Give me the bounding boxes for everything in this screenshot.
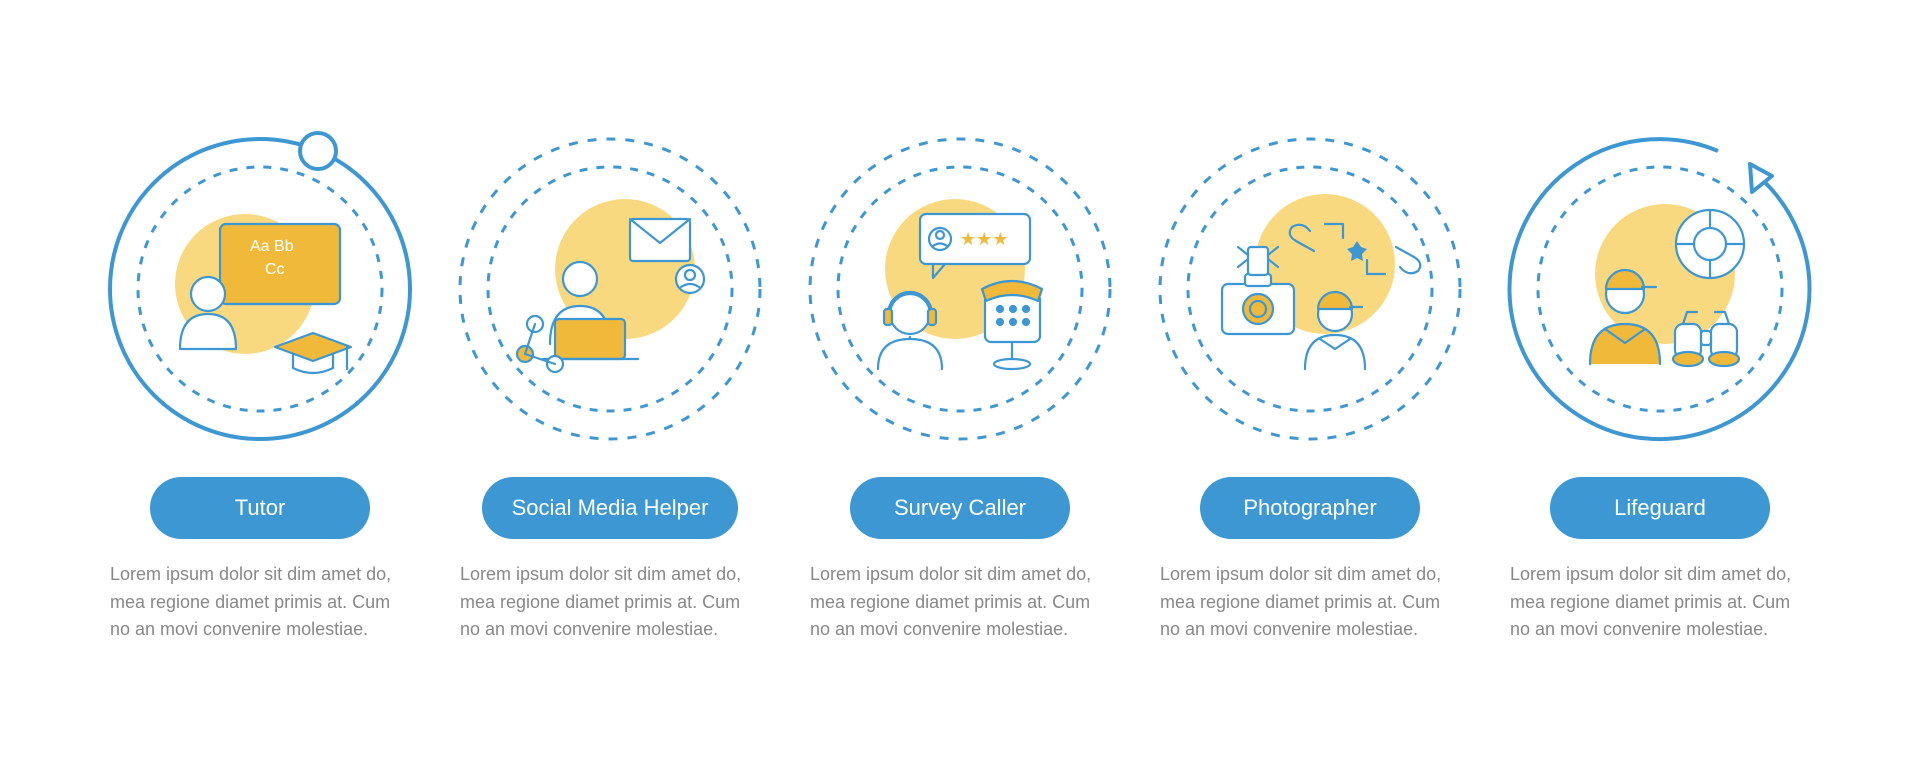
desc-social: Lorem ipsum dolor sit dim amet do, mea r… [460,561,760,645]
svg-text:★★★: ★★★ [960,229,1008,249]
item-survey: ★★★ Survey Caller [800,129,1120,645]
desc-lifeguard: Lorem ipsum dolor sit dim amet do, mea r… [1510,561,1810,645]
desc-survey: Lorem ipsum dolor sit dim amet do, mea r… [810,561,1110,645]
circle-lifeguard [1500,129,1820,449]
desc-photographer: Lorem ipsum dolor sit dim amet do, mea r… [1160,561,1460,645]
label-pill-survey: Survey Caller [850,477,1070,539]
svg-text:Aa Bb: Aa Bb [250,238,294,255]
infographic-row: Aa Bb Cc Tutor Lorem ipsum dolor sit dim… [40,129,1880,645]
circle-survey: ★★★ [800,129,1120,449]
item-lifeguard: Lifeguard Lorem ipsum dolor sit dim amet… [1500,129,1820,645]
circle-photographer [1150,129,1470,449]
label-pill-photographer: Photographer [1200,477,1420,539]
label-pill-social: Social Media Helper [482,477,739,539]
item-tutor: Aa Bb Cc Tutor Lorem ipsum dolor sit dim… [100,129,420,645]
desc-tutor: Lorem ipsum dolor sit dim amet do, mea r… [110,561,410,645]
item-social: Social Media Helper Lorem ipsum dolor si… [450,129,770,645]
label-pill-tutor: Tutor [150,477,370,539]
svg-text:Cc: Cc [265,261,285,278]
label-pill-lifeguard: Lifeguard [1550,477,1770,539]
circle-tutor: Aa Bb Cc [100,129,420,449]
circle-social [450,129,770,449]
item-photographer: Photographer Lorem ipsum dolor sit dim a… [1150,129,1470,645]
